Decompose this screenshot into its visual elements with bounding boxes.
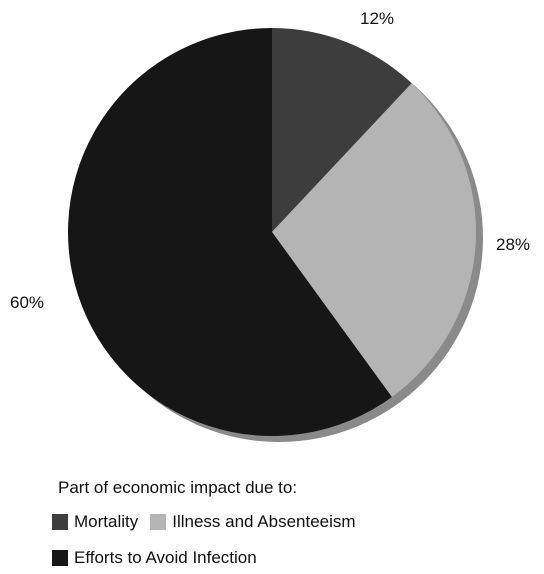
pie-label-mortality: 12% <box>360 9 394 28</box>
pie-slices <box>68 28 476 436</box>
legend-item-efforts: Efforts to Avoid Infection <box>52 548 257 568</box>
legend-item-illness: Illness and Absenteeism <box>150 512 356 532</box>
pie-slice-efforts-to-avoid-infection <box>68 28 392 436</box>
legend-label-mortality: Mortality <box>74 512 139 531</box>
legend-row-1: Mortality Illness and Absenteeism <box>52 512 368 532</box>
legend-swatch-efforts <box>52 550 68 566</box>
legend-title: Part of economic impact due to: <box>58 478 298 497</box>
pie-slice-illness-and-absenteeism <box>272 83 476 398</box>
pie-label-efforts-to-avoid-infection: 60% <box>10 293 44 312</box>
legend-label-illness: Illness and Absenteeism <box>172 512 356 531</box>
legend-swatch-illness <box>150 514 167 530</box>
pie-label-illness-and-absenteeism: 28% <box>496 235 530 254</box>
legend-label-efforts: Efforts to Avoid Infection <box>74 548 257 567</box>
pie-labels: 12% 28% 60% <box>10 9 530 312</box>
legend-row-2: Efforts to Avoid Infection <box>52 548 269 568</box>
pie-slice-mortality <box>272 28 412 232</box>
legend-item-mortality: Mortality <box>52 512 138 532</box>
legend-swatch-mortality <box>52 514 68 530</box>
pie-chart: 12% 28% 60% <box>10 9 530 442</box>
